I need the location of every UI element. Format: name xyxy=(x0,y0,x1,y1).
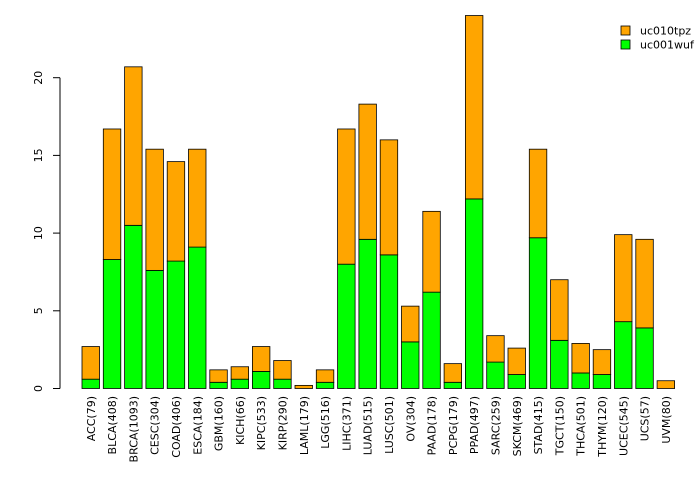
bar-segment-uc001wuf xyxy=(422,291,441,389)
bar-segment-uc010tpz xyxy=(124,66,143,226)
bar-segment-uc001wuf xyxy=(188,246,207,389)
x-category-label: LIHC(371) xyxy=(340,396,353,451)
bar-segment-uc010tpz xyxy=(230,366,250,380)
bar-segment-uc010tpz xyxy=(486,335,505,363)
x-category-label: LUAD(515) xyxy=(362,396,375,455)
bar-segment-uc010tpz xyxy=(273,360,292,380)
bar-segment-uc001wuf xyxy=(401,341,420,389)
bar-segment-uc010tpz xyxy=(656,380,675,389)
bar-segment-uc010tpz xyxy=(145,148,164,271)
bar-segment-uc001wuf xyxy=(614,321,633,389)
y-axis: 0 5 10 15 20 xyxy=(32,71,61,392)
bar-segment-uc010tpz xyxy=(188,148,207,248)
x-category-label: BLCA(408) xyxy=(106,396,119,454)
bar-segment-uc010tpz xyxy=(635,238,654,329)
x-category-label: KIPC(533) xyxy=(255,396,268,450)
bar-segment-uc010tpz xyxy=(294,384,313,389)
y-tick-label: 15 xyxy=(32,148,45,162)
bar-segment-uc001wuf xyxy=(166,260,186,389)
bar-segment-uc001wuf xyxy=(251,371,271,389)
bar-segment-uc010tpz xyxy=(337,128,356,265)
x-category-label: OV(304) xyxy=(404,396,417,442)
x-category-label: THYM(120) xyxy=(596,396,609,458)
bar-segment-uc010tpz xyxy=(209,369,228,383)
bar-segment-uc001wuf xyxy=(81,378,100,389)
bar-segment-uc001wuf xyxy=(337,263,356,389)
x-category-label: SKCM(469) xyxy=(511,396,524,456)
bar-segment-uc001wuf xyxy=(273,378,292,389)
x-category-label: TGCT(150) xyxy=(553,396,566,456)
x-category-label: KICH(66) xyxy=(234,396,247,445)
bar-segment-uc001wuf xyxy=(315,381,335,389)
x-category-label: KIRP(290) xyxy=(276,396,289,450)
bar-segment-uc010tpz xyxy=(379,139,399,256)
bars-group xyxy=(81,15,675,389)
x-category-label: STAD(415) xyxy=(532,396,545,454)
bar-segment-uc001wuf xyxy=(571,372,590,389)
bar-segment-uc010tpz xyxy=(102,128,122,260)
y-tick-label: 20 xyxy=(32,71,45,85)
bar-segment-uc001wuf xyxy=(230,378,250,389)
x-category-label: GBM(160) xyxy=(213,396,226,451)
x-category-label: THCA(501) xyxy=(575,396,588,457)
legend-label-uc001wuf: uc001wuf xyxy=(640,39,695,52)
bar-segment-uc001wuf xyxy=(443,381,463,389)
x-category-label: COAD(406) xyxy=(170,396,183,458)
bar-segment-uc010tpz xyxy=(358,103,377,240)
bar-segment-uc001wuf xyxy=(124,224,143,389)
bar-segment-uc001wuf xyxy=(145,269,164,389)
legend-label-uc010tpz: uc010tpz xyxy=(640,25,691,38)
bar-segment-uc010tpz xyxy=(614,234,633,323)
bar-segment-uc010tpz xyxy=(401,305,420,343)
bar-segment-uc001wuf xyxy=(550,339,569,389)
x-category-label: BRCA(1093) xyxy=(127,396,140,462)
bar-segment-uc001wuf xyxy=(592,374,612,389)
bar-segment-uc010tpz xyxy=(251,346,271,372)
bar-segment-uc001wuf xyxy=(507,374,526,389)
x-category-label: CESC(304) xyxy=(149,396,162,455)
x-category-label: UCS(57) xyxy=(639,396,652,441)
bar-segment-uc001wuf xyxy=(486,361,505,389)
legend-swatch-uc001wuf xyxy=(620,39,631,50)
bar-segment-uc001wuf xyxy=(528,237,548,389)
bar-segment-uc001wuf xyxy=(635,327,654,389)
bar-segment-uc010tpz xyxy=(422,210,441,293)
bar-segment-uc010tpz xyxy=(592,349,612,375)
x-category-label: LAML(179) xyxy=(298,396,311,455)
x-category-label: ESCA(184) xyxy=(191,396,204,455)
bar-segment-uc001wuf xyxy=(102,259,122,389)
x-category-label: UVM(80) xyxy=(660,396,673,444)
bar-segment-uc001wuf xyxy=(379,254,399,389)
bar-segment-uc010tpz xyxy=(315,369,335,383)
legend-swatch-uc010tpz xyxy=(620,25,631,36)
x-axis-labels: ACC(79) BLCA(408) BRCA(1093) CESC(304) COAD(… xyxy=(85,396,673,462)
x-category-label: SARC(259) xyxy=(489,396,502,455)
x-category-label: LGG(516) xyxy=(319,396,332,449)
x-category-label: LUSC(501) xyxy=(383,396,396,454)
bar-segment-uc010tpz xyxy=(464,15,484,200)
x-category-label: UCEC(545) xyxy=(617,396,630,456)
bar-segment-uc010tpz xyxy=(571,343,590,374)
bar-segment-uc001wuf xyxy=(464,198,484,389)
x-category-label: PPAD(497) xyxy=(468,396,481,454)
bar-segment-uc010tpz xyxy=(81,346,100,380)
x-category-label: ACC(79) xyxy=(85,396,98,441)
y-tick-label: 0 xyxy=(32,385,45,392)
bar-segment-uc010tpz xyxy=(166,161,186,262)
y-tick-label: 10 xyxy=(32,226,45,240)
bar-segment-uc001wuf xyxy=(209,381,228,389)
bar-segment-uc010tpz xyxy=(550,279,569,341)
x-category-label: PAAD(178) xyxy=(426,396,439,455)
bar-segment-uc001wuf xyxy=(358,238,377,389)
bar-segment-uc010tpz xyxy=(507,347,526,375)
bar-segment-uc010tpz xyxy=(443,363,463,383)
bar-segment-uc010tpz xyxy=(528,148,548,239)
y-tick-label: 5 xyxy=(32,307,45,314)
x-category-label: PCPG(179) xyxy=(447,396,460,455)
